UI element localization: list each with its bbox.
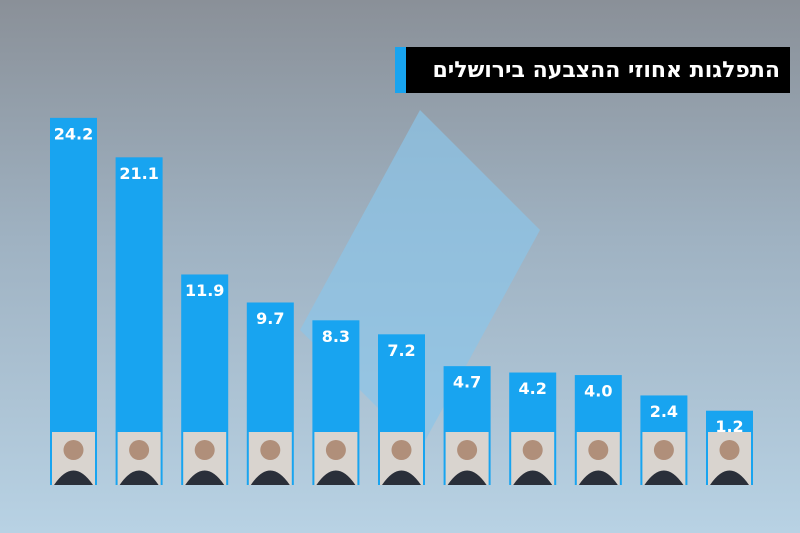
value-label: 8.3 [322, 327, 350, 346]
value-label: 11.9 [185, 281, 224, 300]
photo-body [316, 470, 356, 485]
bar [312, 320, 360, 426]
photo-body [119, 470, 159, 485]
value-label: 7.2 [387, 341, 415, 360]
photo-body [382, 470, 421, 485]
ballot [300, 110, 540, 450]
photo-head [194, 440, 215, 460]
bar [50, 117, 97, 426]
value-label: 4.7 [453, 373, 481, 392]
photo-body [250, 470, 290, 485]
photo-head [719, 440, 740, 460]
title-accent [395, 47, 406, 93]
title-box [406, 47, 790, 93]
bar [509, 372, 557, 426]
photo-body [54, 470, 93, 485]
photo-body [447, 470, 487, 485]
bar [246, 302, 294, 426]
bar [706, 410, 753, 426]
photo-head [588, 440, 609, 460]
photo-body [185, 470, 225, 485]
photo-body [644, 470, 684, 485]
bar [378, 334, 425, 426]
value-label: 2.4 [650, 402, 678, 421]
chart-title: התפלגות אחוזי ההצבעה בירושלים [432, 58, 780, 83]
photo-body [578, 470, 618, 485]
value-label: 4.0 [584, 382, 612, 401]
value-label: 24.2 [54, 124, 93, 143]
bar [640, 395, 688, 426]
value-label: 21.1 [119, 164, 158, 183]
bar [574, 375, 622, 426]
photo-body [513, 470, 553, 485]
photo-body [710, 470, 749, 485]
photo-head [653, 440, 674, 460]
photo-head [325, 440, 346, 460]
bar [181, 274, 229, 426]
photo-head [129, 440, 150, 460]
photo-head [522, 440, 543, 460]
value-label: 4.2 [519, 379, 547, 398]
value-label: 1.2 [715, 417, 743, 436]
photo-head [391, 440, 412, 460]
bar [115, 157, 163, 426]
value-label: 9.7 [256, 309, 284, 328]
photo-head [63, 440, 84, 460]
bar [443, 366, 491, 426]
photo-head [457, 440, 478, 460]
photo-head [260, 440, 281, 460]
